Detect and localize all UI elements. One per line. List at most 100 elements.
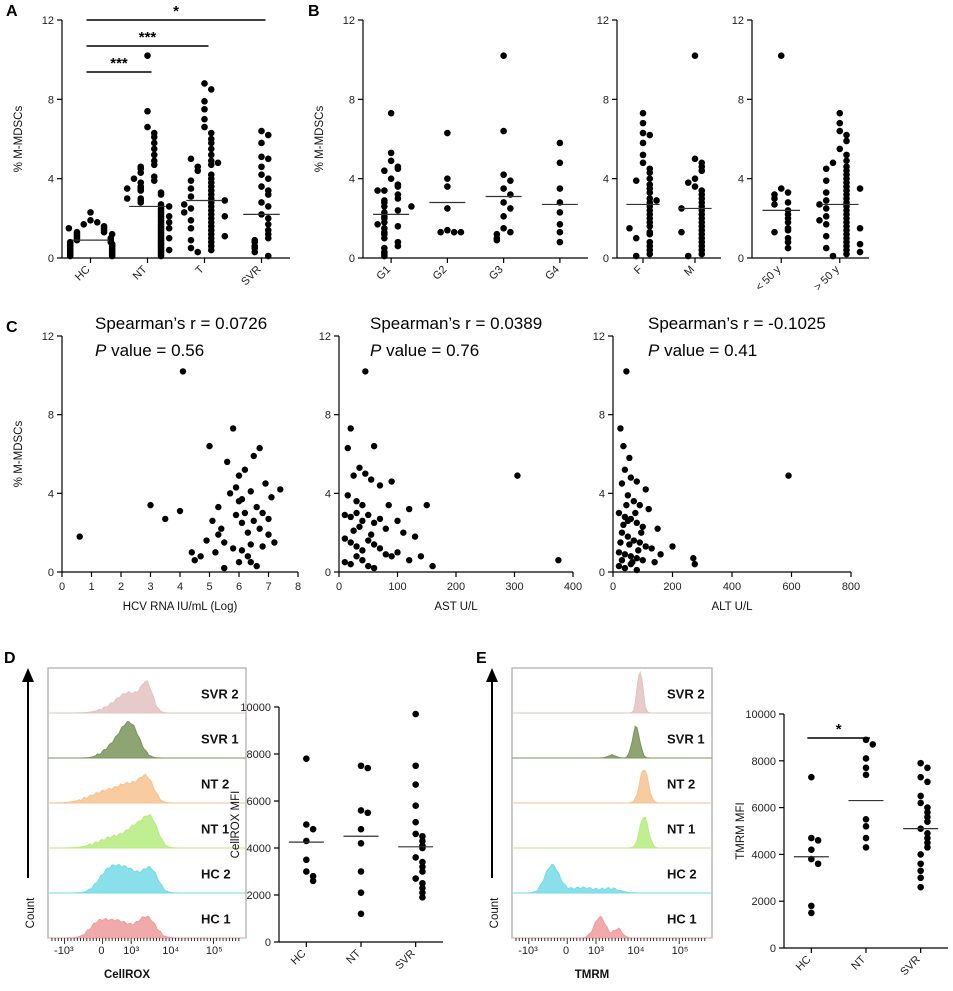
C1-point [232, 511, 240, 519]
D-hist-histogram-nt2 [48, 773, 246, 804]
B1-point-G1 [381, 219, 388, 226]
C2-point [423, 501, 430, 509]
C3-pvalue-text: P value = 0.41 [648, 341, 757, 360]
B1-point-G2 [450, 228, 458, 236]
B3-point-50y [843, 250, 850, 258]
C2-point [411, 533, 419, 540]
E-dot-point-SVR [917, 792, 924, 800]
C2-point [359, 501, 366, 509]
B2-point-F [632, 252, 640, 260]
B1-point-G2 [444, 226, 451, 234]
C2-spearman-r: 0.0389 [490, 314, 542, 333]
C2-point [382, 525, 389, 532]
D-hist-row-label: NT 2 [201, 777, 229, 792]
B1-point-G3 [500, 224, 507, 232]
B2-point-F [646, 169, 654, 177]
B1-point-G2 [444, 129, 451, 137]
B3-point-50y [856, 185, 864, 192]
A-point-HC [66, 252, 74, 260]
B1-point-G1 [394, 207, 402, 214]
B2-point-M [678, 228, 685, 236]
B2-point-M [684, 252, 692, 260]
D-hist-row-label: HC 2 [201, 867, 231, 882]
C1-point [265, 515, 272, 523]
B2-ytick-label: 0 [603, 253, 609, 265]
D-hist-xtick-label: 10³ [123, 945, 139, 957]
A-point-NT [165, 246, 173, 254]
C2-point [353, 498, 360, 505]
A-point-SVR [258, 199, 265, 206]
C3-p-letter: P [648, 341, 660, 360]
C1-ylabel: % M-MDSCs [13, 421, 25, 488]
D-dot-point-HC [303, 837, 310, 845]
B1-point-G2 [444, 175, 451, 182]
C1-point [259, 509, 266, 517]
B2-point-F [639, 109, 647, 117]
E-dot-point-NT [869, 741, 877, 748]
A-point-T [214, 159, 222, 167]
A-point-NT [144, 107, 151, 115]
C2-point [388, 553, 395, 560]
C2-point [347, 425, 354, 432]
E-hist-histogram-hc1 [512, 915, 712, 939]
C3-point [627, 474, 635, 481]
E-dot-point-SVR [924, 834, 931, 842]
A-point-T [187, 205, 195, 212]
C1-xtick-label: 0 [59, 581, 65, 593]
A-point-NT [165, 234, 173, 242]
B1-point-G3 [507, 205, 514, 212]
C2-point [347, 560, 354, 568]
A-xtick-label: NT [131, 263, 150, 282]
A-xtick-label: SVR [239, 264, 264, 289]
D-hist-ylabel: Count [25, 897, 37, 928]
C3-xtick-label: 800 [842, 581, 860, 593]
E-dot-point-NT [862, 816, 870, 823]
B2-point-F [646, 250, 654, 258]
D-dot-point-SVR [419, 858, 426, 866]
D-dot-point-NT [357, 825, 365, 833]
C3-point [642, 486, 649, 493]
D-dot-point-SVR [412, 762, 419, 770]
C1-point [232, 484, 240, 491]
A-point-NT [130, 175, 138, 182]
C1-point [176, 507, 184, 515]
C1-xtick-label: 6 [236, 581, 242, 593]
C3-point [651, 558, 658, 566]
B2-point-M [691, 155, 699, 163]
C1-point [253, 562, 260, 570]
B1-point-G1 [381, 187, 388, 194]
B3-point-50y [836, 127, 844, 135]
C1-xtick-label: 2 [118, 581, 124, 593]
C1-point [277, 486, 284, 493]
C1-point [224, 458, 231, 466]
C2-point [341, 535, 349, 542]
A-point-T [187, 224, 195, 232]
C1-point [221, 564, 228, 572]
D-dot-point-NT [364, 809, 372, 817]
C1-ytick-label: 4 [48, 488, 54, 500]
D-hist-histogram-svr2 [48, 680, 246, 714]
C2-xtick-label: 100 [388, 581, 406, 593]
A-point-SVR [258, 139, 265, 147]
C3-point [630, 498, 638, 505]
C1-point [197, 553, 204, 560]
B2-point-F [639, 151, 647, 159]
A-point-NT [137, 199, 145, 206]
B1-point-G1 [408, 203, 415, 210]
A-point-NT [137, 169, 145, 177]
C2-point [367, 531, 375, 538]
E-dot-point-SVR [924, 818, 931, 825]
C1-point [241, 466, 249, 473]
E-dot-point-NT [862, 844, 870, 851]
E-dot-point-NT [862, 823, 870, 830]
E-dot-point-HC [808, 902, 815, 910]
E-hist-row-label: HC 2 [667, 867, 697, 882]
D-dot-point-SVR [419, 844, 426, 852]
D-dot-point-HC [303, 856, 310, 864]
D-dot-point-SVR [419, 889, 426, 896]
E-hist-row-label: SVR 1 [667, 732, 705, 747]
E-dot-ytick-label: 0 [770, 943, 776, 955]
C3-point [620, 442, 627, 450]
E-hist-row-label: NT 2 [667, 777, 695, 792]
E-hist-row-label: NT 1 [667, 822, 695, 837]
